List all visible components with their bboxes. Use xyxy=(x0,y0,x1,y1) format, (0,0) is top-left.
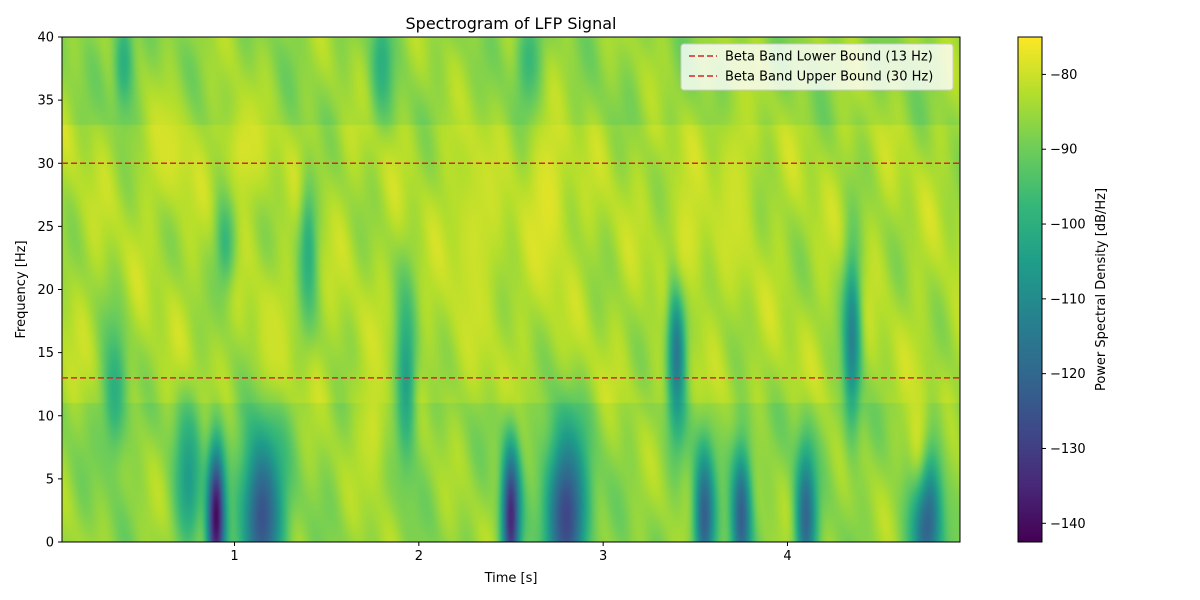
y-tick-label: 15 xyxy=(37,346,54,361)
colorbar-tick-label: −100 xyxy=(1050,218,1086,233)
colorbar-ticks: −80 −90 −100 −110 −120 −130 −140 xyxy=(1042,68,1086,532)
x-tick-label: 3 xyxy=(599,549,607,564)
chart-title: Spectrogram of LFP Signal xyxy=(406,14,617,33)
x-axis-label: Time [s] xyxy=(484,571,538,586)
y-tick-label: 40 xyxy=(37,31,54,46)
legend-box xyxy=(680,43,954,91)
y-tick-label: 25 xyxy=(37,220,54,235)
x-tick-label: 4 xyxy=(783,549,791,564)
heatmap-image xyxy=(62,37,960,542)
colorbar-tick-label: −130 xyxy=(1050,442,1086,457)
colorbar-tick-label: −120 xyxy=(1050,367,1086,382)
legend: Beta Band Lower Bound (13 Hz) Beta Band U… xyxy=(680,43,954,91)
colorbar-tick-label: −90 xyxy=(1050,143,1077,158)
y-tick-label: 30 xyxy=(37,157,54,172)
colorbar-gradient xyxy=(1018,37,1042,542)
colorbar-frame xyxy=(1017,36,1043,543)
y-axis-ticks: 0 5 10 15 20 25 30 35 40 xyxy=(37,31,62,551)
colorbar: −80 −90 −100 −110 −120 −130 −140 Power Spectra… xyxy=(1017,36,1109,543)
y-axis-label: Frequency [Hz] xyxy=(14,240,29,338)
colorbar-tick-label: −110 xyxy=(1050,292,1086,307)
y-tick-label: 20 xyxy=(37,283,54,298)
colorbar-label: Power Spectral Density [dB/Hz] xyxy=(1094,188,1109,391)
y-tick-label: 5 xyxy=(46,472,54,487)
x-tick-label: 2 xyxy=(415,549,423,564)
y-tick-label: 35 xyxy=(37,94,54,109)
y-tick-label: 0 xyxy=(46,536,54,551)
legend-label-0: Beta Band Lower Bound (13 Hz) xyxy=(725,50,933,65)
colorbar-tick-label: −140 xyxy=(1050,517,1086,532)
band-lines xyxy=(62,162,960,379)
colorbar-tick-label: −80 xyxy=(1050,68,1077,83)
x-axis-ticks: 1 2 3 4 xyxy=(230,542,792,564)
legend-label-1: Beta Band Upper Bound (30 Hz) xyxy=(725,70,933,85)
x-tick-label: 1 xyxy=(230,549,238,564)
plot-area xyxy=(61,36,961,543)
y-tick-label: 10 xyxy=(37,409,54,424)
